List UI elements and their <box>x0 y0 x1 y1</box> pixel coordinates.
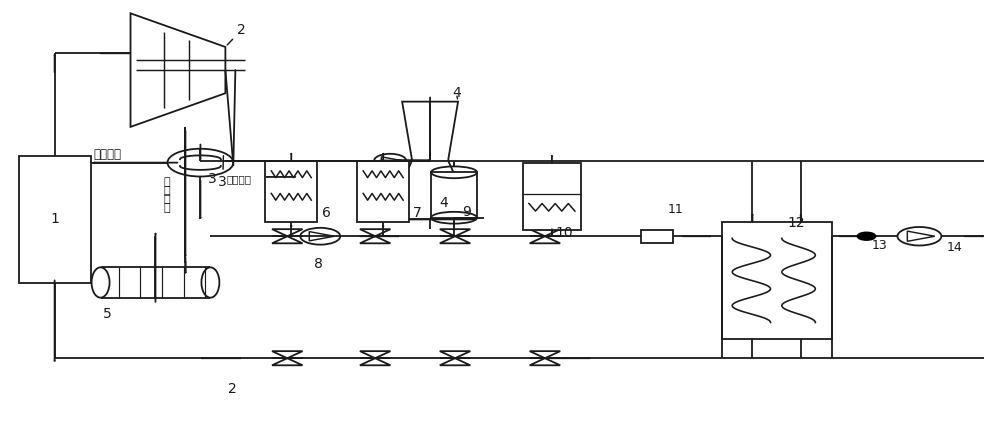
Bar <box>265 160 317 222</box>
Bar <box>357 160 409 222</box>
Text: 抽: 抽 <box>163 194 170 204</box>
Text: 12: 12 <box>788 216 805 230</box>
Text: 3: 3 <box>208 173 217 187</box>
Text: 4: 4 <box>440 196 448 211</box>
Text: 11: 11 <box>668 203 684 216</box>
Circle shape <box>858 233 875 240</box>
Bar <box>431 172 477 218</box>
Text: 7: 7 <box>413 206 422 220</box>
Text: 9: 9 <box>462 205 471 219</box>
Bar <box>722 222 832 339</box>
Bar <box>523 162 581 230</box>
Text: 热: 热 <box>163 186 170 196</box>
Text: 供: 供 <box>163 177 170 187</box>
Text: 5: 5 <box>103 307 112 321</box>
Text: 14: 14 <box>946 241 962 254</box>
Text: 3: 3 <box>218 156 227 189</box>
Text: 驱动蒸汽: 驱动蒸汽 <box>226 174 251 184</box>
Text: 13: 13 <box>871 239 887 252</box>
Text: 2: 2 <box>228 382 237 396</box>
Text: 去除氧器: 去除氧器 <box>94 148 122 161</box>
Bar <box>19 156 91 282</box>
Text: 2: 2 <box>227 22 246 45</box>
Text: 1: 1 <box>50 212 59 227</box>
Text: 8: 8 <box>314 257 323 271</box>
Text: 汽: 汽 <box>163 203 170 213</box>
Text: 10: 10 <box>556 226 574 240</box>
Polygon shape <box>385 102 475 219</box>
Bar <box>641 230 673 243</box>
Text: 6: 6 <box>322 206 331 220</box>
Text: 4: 4 <box>452 87 461 100</box>
